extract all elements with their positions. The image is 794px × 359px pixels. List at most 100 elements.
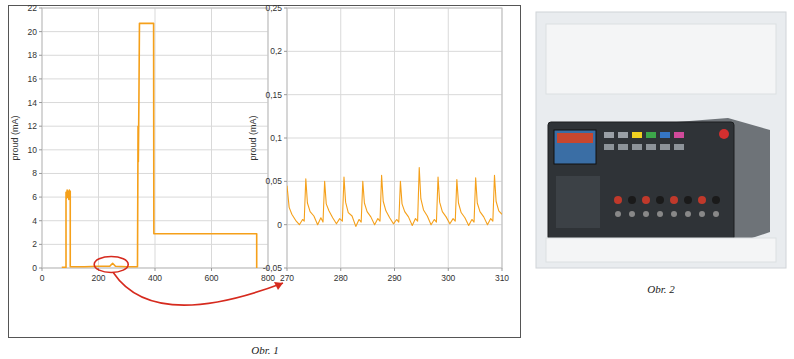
y-tick (39, 220, 42, 221)
grid-line (340, 8, 341, 268)
arrow (113, 272, 283, 305)
x-tick (394, 268, 395, 271)
y-tick (39, 31, 42, 32)
x-tick (287, 268, 288, 271)
y-tick (284, 181, 287, 182)
x-tick-label: 600 (204, 273, 218, 283)
grid-line (448, 8, 449, 268)
chart: 02468101214161820220200400600800proud (m… (10, 3, 275, 283)
highlight-ellipse (94, 256, 128, 272)
data-area (287, 167, 502, 226)
grid-line (211, 8, 212, 268)
y-tick (284, 224, 287, 225)
y-tick-label: 18 (28, 50, 38, 60)
y-tick-label: 0 (32, 263, 37, 273)
caption: Obr. 2 (647, 283, 675, 295)
device-terminal (628, 196, 636, 204)
x-tick-label: 290 (387, 273, 401, 283)
chart: -0,0500,050,10,150,20,25270280290300310p… (248, 3, 509, 283)
y-axis-label: proud (mA) (248, 115, 258, 160)
y-tick-label: 22 (28, 3, 38, 13)
y-tick-label: -0,05 (263, 263, 283, 273)
x-tick-label: 0 (40, 273, 45, 283)
device-terminal (671, 211, 677, 217)
device-terminal (643, 211, 649, 217)
x-tick (155, 268, 156, 271)
y-tick (39, 197, 42, 198)
y-tick-label: 0,2 (270, 46, 282, 56)
y-tick (39, 126, 42, 127)
x-tick (502, 268, 503, 271)
x-tick-label: 800 (261, 273, 275, 283)
y-tick (39, 102, 42, 103)
y-tick (284, 138, 287, 139)
device-button (604, 132, 614, 138)
device-button (674, 144, 684, 150)
y-tick (39, 55, 42, 56)
photo-strip (546, 238, 776, 262)
photo-bg (536, 12, 786, 268)
y-tick-label: 0,05 (265, 176, 282, 186)
x-tick (42, 268, 43, 271)
device-side (548, 118, 770, 246)
device-button (632, 132, 642, 138)
y-tick (39, 78, 42, 79)
y-tick-label: 0,1 (270, 133, 282, 143)
y-tick-label: 0 (277, 220, 282, 230)
device-button (674, 132, 684, 138)
x-tick (211, 268, 212, 271)
device-front (548, 122, 734, 240)
device-button (618, 132, 628, 138)
device-button (660, 132, 670, 138)
device-terminal (642, 196, 650, 204)
device-display-band (557, 133, 593, 143)
figure: 02468101214161820220200400600800proud (m… (0, 0, 794, 359)
figure-frame (9, 6, 521, 338)
x-tick-label: 200 (91, 273, 105, 283)
y-tick-label: 16 (28, 74, 38, 84)
device-image (536, 12, 786, 268)
y-tick (39, 244, 42, 245)
y-tick-label: 14 (28, 98, 38, 108)
y-tick-label: 12 (28, 121, 38, 131)
y-tick-label: 4 (32, 216, 37, 226)
y-axis-label: proud (mA) (10, 115, 20, 160)
device-terminal (615, 211, 621, 217)
caption: Obr. 1 (251, 344, 279, 356)
x-tick (340, 268, 341, 271)
device-terminal (712, 196, 720, 204)
device-panel (556, 176, 600, 228)
device-terminal (656, 196, 664, 204)
y-tick-label: 0,25 (265, 3, 282, 13)
y-tick (39, 149, 42, 150)
device-button (646, 132, 656, 138)
y-tick-label: 10 (28, 145, 38, 155)
device-terminal (670, 196, 678, 204)
device-button (604, 144, 614, 150)
y-tick-label: 0,15 (265, 90, 282, 100)
device-terminal (684, 196, 692, 204)
device-power (719, 129, 729, 139)
device-button (632, 144, 642, 150)
y-tick-label: 20 (28, 27, 38, 37)
device-terminal (713, 211, 719, 217)
y-tick (284, 51, 287, 52)
device-terminal (629, 211, 635, 217)
y-tick (39, 173, 42, 174)
data-area (62, 23, 257, 268)
x-tick-label: 400 (148, 273, 162, 283)
arrow-head (274, 282, 283, 290)
device-button (618, 144, 628, 150)
x-tick-label: 310 (495, 273, 509, 283)
y-tick-label: 6 (32, 192, 37, 202)
device-terminal (614, 196, 622, 204)
x-tick (448, 268, 449, 271)
y-tick-label: 8 (32, 168, 37, 178)
data-line (62, 23, 257, 268)
device-terminal (685, 211, 691, 217)
device-terminal (699, 211, 705, 217)
device-button (646, 144, 656, 150)
y-tick (284, 8, 287, 9)
photo-screen-bg (546, 24, 776, 94)
y-tick (39, 8, 42, 9)
